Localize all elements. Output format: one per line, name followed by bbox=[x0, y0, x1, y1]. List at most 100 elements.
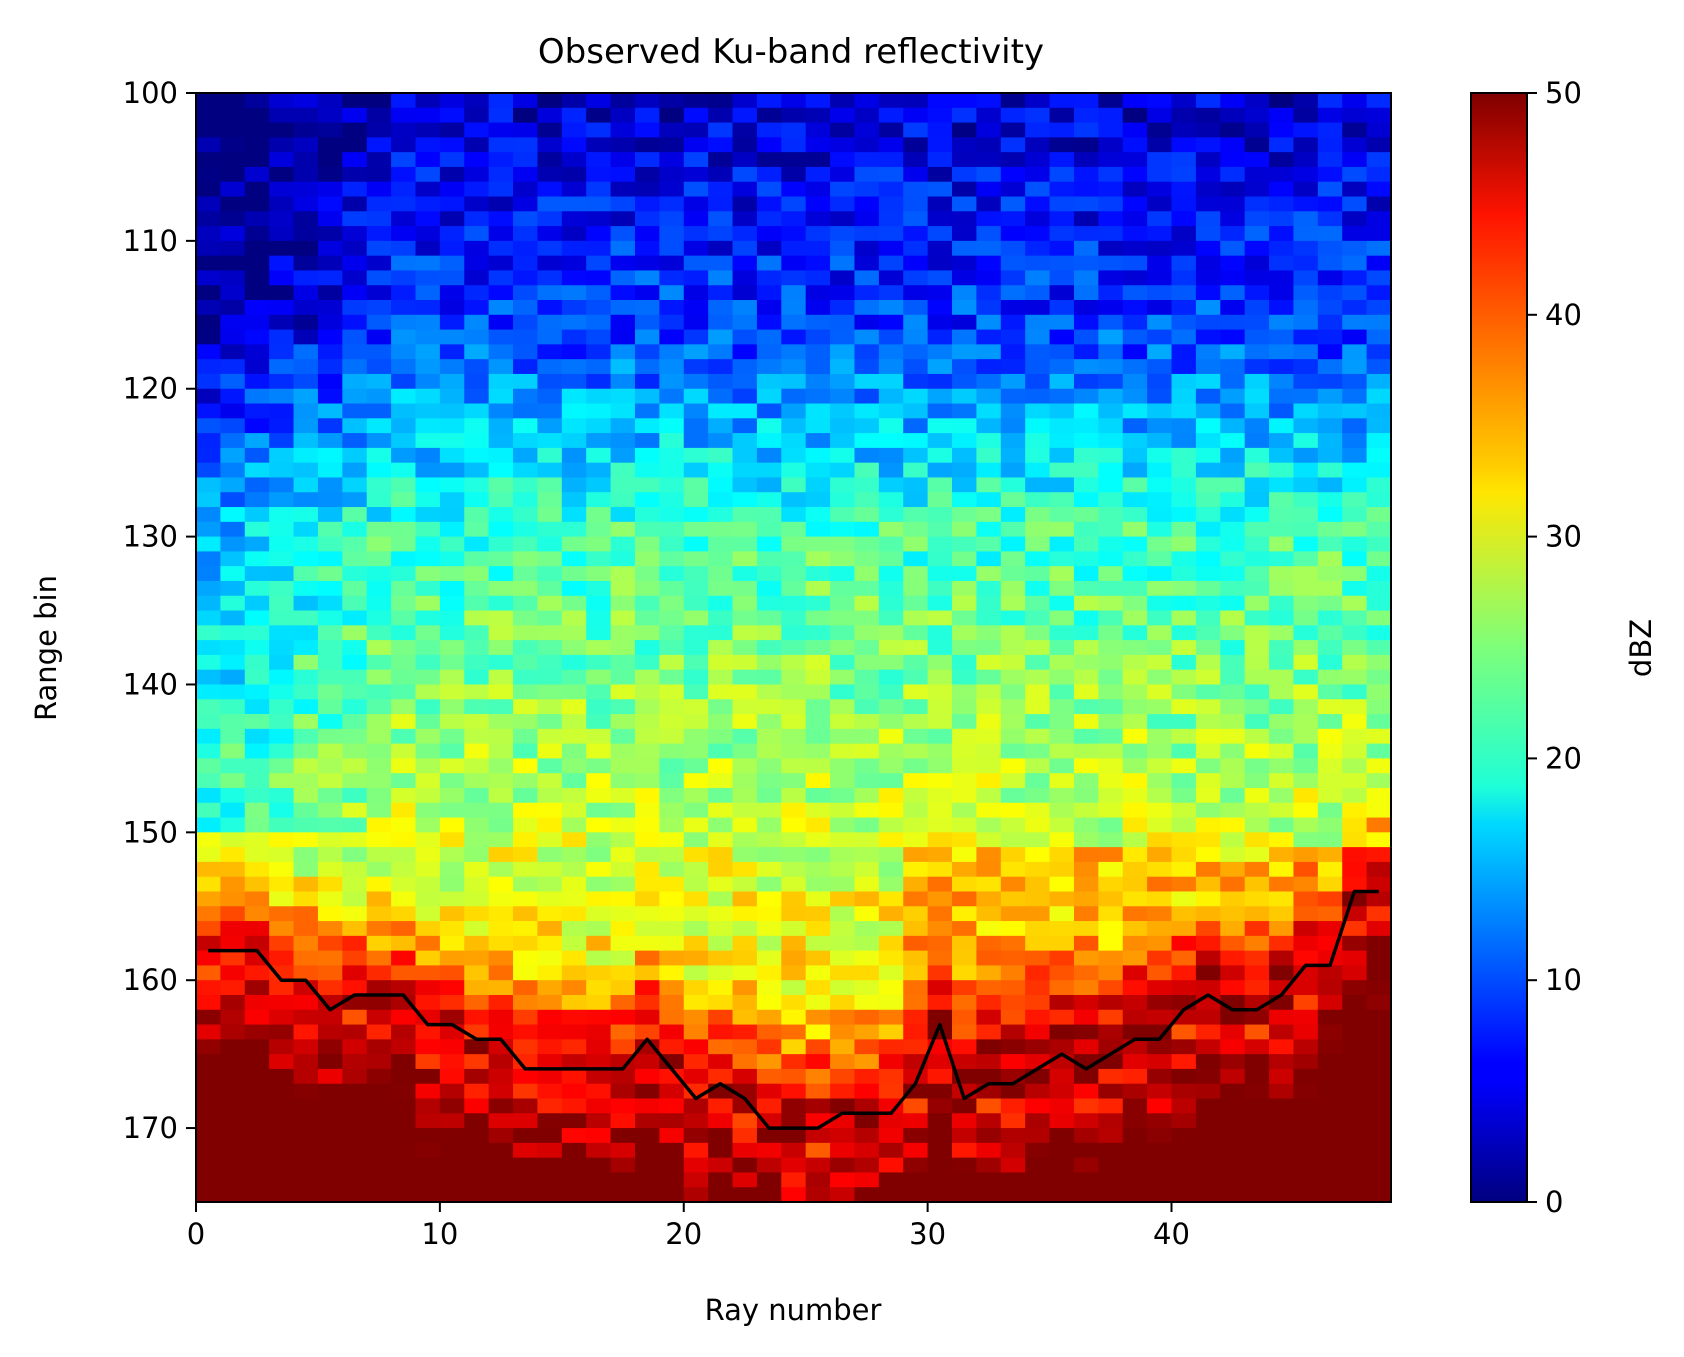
heatmap-cell bbox=[903, 936, 928, 951]
heatmap-cell bbox=[611, 655, 636, 670]
heatmap-cell bbox=[1098, 684, 1123, 699]
heatmap-cell bbox=[415, 611, 440, 626]
heatmap-cell bbox=[879, 344, 904, 359]
heatmap-cell bbox=[903, 906, 928, 921]
heatmap-cell bbox=[952, 374, 977, 389]
heatmap-cell bbox=[440, 211, 465, 226]
heatmap-cell bbox=[1269, 936, 1294, 951]
heatmap-cell bbox=[1147, 655, 1172, 670]
heatmap-cell bbox=[1245, 537, 1270, 552]
heatmap-cell bbox=[1025, 1098, 1050, 1113]
heatmap-cell bbox=[708, 744, 733, 759]
heatmap-cell bbox=[903, 758, 928, 773]
heatmap-cell bbox=[318, 684, 343, 699]
heatmap-cell bbox=[1269, 537, 1294, 552]
heatmap-cell bbox=[830, 1025, 855, 1040]
heatmap-cell bbox=[269, 477, 294, 492]
heatmap-cell bbox=[1050, 433, 1075, 448]
heatmap-cell bbox=[1074, 226, 1099, 241]
heatmap-cell bbox=[220, 921, 245, 936]
heatmap-cell bbox=[1098, 980, 1123, 995]
heatmap-cell bbox=[367, 891, 392, 906]
heatmap-cell bbox=[318, 448, 343, 463]
heatmap-cell bbox=[367, 448, 392, 463]
heatmap-cell bbox=[294, 1054, 319, 1069]
heatmap-cell bbox=[1172, 714, 1197, 729]
heatmap-cell bbox=[1123, 418, 1148, 433]
heatmap-cell bbox=[537, 581, 562, 596]
heatmap-cell bbox=[1318, 788, 1343, 803]
heatmap-cell bbox=[537, 1128, 562, 1143]
heatmap-cell bbox=[1123, 699, 1148, 714]
heatmap-cell bbox=[220, 522, 245, 537]
heatmap-cell bbox=[269, 1010, 294, 1025]
heatmap-cell bbox=[440, 537, 465, 552]
heatmap-cell bbox=[342, 123, 367, 138]
x-tick-label: 40 bbox=[1153, 1217, 1190, 1251]
heatmap-cell bbox=[196, 980, 221, 995]
heatmap-cell bbox=[1001, 980, 1026, 995]
heatmap-cell bbox=[903, 492, 928, 507]
heatmap-cell bbox=[781, 330, 806, 345]
heatmap-cell bbox=[733, 1158, 758, 1173]
heatmap-cell bbox=[1196, 389, 1221, 404]
heatmap-cell bbox=[1293, 699, 1318, 714]
heatmap-cell bbox=[440, 1098, 465, 1113]
heatmap-cell bbox=[415, 1054, 440, 1069]
heatmap-cell bbox=[245, 1128, 270, 1143]
heatmap-cell bbox=[1318, 404, 1343, 419]
heatmap-cell bbox=[1293, 108, 1318, 123]
heatmap-cell bbox=[391, 1113, 416, 1128]
heatmap-cell bbox=[708, 581, 733, 596]
heatmap-cell bbox=[952, 315, 977, 330]
heatmap-cell bbox=[879, 670, 904, 685]
heatmap-cell bbox=[586, 507, 611, 522]
heatmap-cell bbox=[220, 285, 245, 300]
heatmap-cell bbox=[391, 270, 416, 285]
heatmap-cell bbox=[1367, 226, 1392, 241]
heatmap-cell bbox=[976, 891, 1001, 906]
heatmap-cell bbox=[391, 1143, 416, 1158]
heatmap-cell bbox=[952, 1098, 977, 1113]
heatmap-cell bbox=[708, 123, 733, 138]
heatmap-cell bbox=[294, 389, 319, 404]
heatmap-cell bbox=[1074, 1039, 1099, 1054]
heatmap-cell bbox=[806, 980, 831, 995]
heatmap-cell bbox=[903, 433, 928, 448]
heatmap-cell bbox=[489, 581, 514, 596]
heatmap-cell bbox=[635, 507, 660, 522]
heatmap-cell bbox=[1172, 965, 1197, 980]
heatmap-cell bbox=[220, 300, 245, 315]
heatmap-cell bbox=[1147, 315, 1172, 330]
heatmap-cell bbox=[684, 832, 709, 847]
heatmap-cell bbox=[806, 522, 831, 537]
heatmap-cell bbox=[318, 714, 343, 729]
heatmap-cell bbox=[1245, 714, 1270, 729]
heatmap-cell bbox=[269, 611, 294, 626]
heatmap-cell bbox=[342, 1010, 367, 1025]
heatmap-cell bbox=[1293, 596, 1318, 611]
heatmap-cell bbox=[781, 152, 806, 167]
heatmap-cell bbox=[269, 980, 294, 995]
heatmap-cell bbox=[464, 507, 489, 522]
y-tick-label: 100 bbox=[123, 76, 178, 110]
heatmap-cell bbox=[1318, 167, 1343, 182]
heatmap-cell bbox=[781, 640, 806, 655]
heatmap-cell bbox=[611, 93, 636, 108]
heatmap-cell bbox=[757, 167, 782, 182]
heatmap-cell bbox=[367, 182, 392, 197]
heatmap-cell bbox=[952, 182, 977, 197]
heatmap-cell bbox=[220, 803, 245, 818]
heatmap-cell bbox=[659, 256, 684, 271]
heatmap-cell bbox=[1342, 1010, 1367, 1025]
heatmap-cell bbox=[733, 1143, 758, 1158]
heatmap-cell bbox=[733, 1039, 758, 1054]
heatmap-cell bbox=[1269, 684, 1294, 699]
heatmap-cell bbox=[757, 537, 782, 552]
heatmap-cell bbox=[1196, 773, 1221, 788]
heatmap-cell bbox=[757, 936, 782, 951]
heatmap-cell bbox=[562, 448, 587, 463]
heatmap-cell bbox=[269, 921, 294, 936]
heatmap-cell bbox=[1074, 611, 1099, 626]
heatmap-cell bbox=[1367, 522, 1392, 537]
